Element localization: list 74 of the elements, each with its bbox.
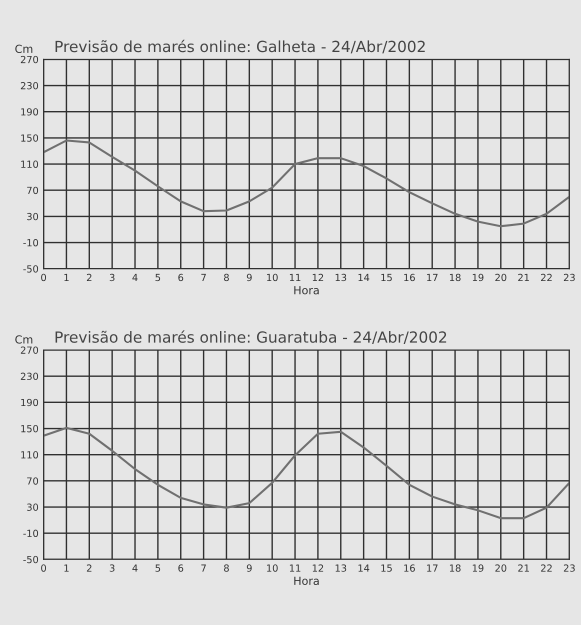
x-tick-label: 11: [290, 274, 300, 281]
x-tick-label: 9: [246, 274, 252, 282]
line-series: [44, 139, 570, 228]
x-tick-label: 3: [110, 274, 114, 282]
y-tick-label: 190: [21, 108, 38, 116]
y-tick-label: 150: [21, 134, 38, 142]
x-tick-label: 6: [178, 564, 184, 572]
x-tick-label: 7: [201, 274, 206, 281]
x-tick-label: 1: [64, 274, 69, 281]
x-tick-label: 6: [178, 274, 184, 282]
x-axis-title: Hora: [294, 576, 319, 586]
x-tick-label: 15: [381, 564, 392, 572]
x-tick-label: 4: [132, 564, 138, 572]
x-tick-label: 2: [86, 274, 92, 281]
x-tick-label: 16: [404, 274, 415, 282]
x-tick-label: 7: [201, 564, 206, 572]
x-tick-label: 16: [404, 564, 415, 572]
x-tick-label: 19: [472, 274, 484, 282]
x-tick-label: 1: [64, 564, 69, 572]
y-tick-label: 30: [27, 212, 38, 220]
x-tick-label: 10: [267, 564, 278, 572]
x-tick-label: 17: [427, 274, 438, 281]
x-tick-label: 12: [312, 564, 324, 572]
x-tick-label: 18: [450, 564, 461, 572]
x-tick-label: 12: [312, 274, 324, 281]
y-tick-label: 230: [20, 82, 38, 90]
y-tick-label: 150: [21, 424, 38, 432]
y-tick-label: 270: [20, 346, 38, 354]
x-tick-label: 20: [495, 274, 506, 282]
x-tick-label: 23: [564, 274, 575, 282]
chart-title: Previsão de marés online: Galheta - 24/Abr/2002: [56, 40, 425, 54]
x-tick-label: 19: [472, 564, 484, 572]
x-tick-label: 22: [541, 274, 552, 281]
x-tick-label: 20: [495, 564, 506, 572]
y-tick-label: 70: [27, 186, 38, 194]
x-tick-label: 10: [267, 274, 278, 282]
y-tick-label: 270: [20, 56, 38, 64]
x-tick-label: 13: [336, 274, 346, 282]
x-tick-label: 3: [110, 564, 114, 572]
x-tick-label: 13: [336, 564, 346, 572]
x-tick-label: 5: [156, 274, 160, 282]
y-tick-label: 110: [21, 451, 38, 459]
y-tick-label: 30: [27, 504, 38, 511]
x-tick-label: 14: [358, 274, 370, 281]
y-tick-label: 110: [21, 160, 38, 168]
x-tick-label: 8: [224, 274, 229, 282]
x-tick-label: 14: [358, 564, 370, 572]
y-axis-title: Cm: [15, 44, 32, 54]
x-tick-label: 17: [427, 564, 438, 572]
line-series: [44, 426, 570, 520]
x-tick-label: 8: [224, 564, 229, 572]
x-tick-label: 21: [518, 564, 529, 572]
x-tick-label: 4: [132, 274, 138, 281]
x-tick-label: 23: [564, 564, 575, 572]
x-tick-label: 21: [518, 274, 529, 281]
y-tick-label: 190: [21, 398, 38, 406]
x-tick-label: 2: [86, 564, 92, 572]
x-tick-label: 18: [450, 274, 461, 282]
y-tick-label: -10: [23, 239, 38, 246]
y-tick-label: -50: [23, 265, 38, 273]
x-tick-label: 0: [41, 274, 46, 282]
y-tick-label: 70: [27, 477, 38, 485]
x-tick-label: 9: [246, 564, 252, 572]
x-axis-title: Hora: [294, 286, 319, 294]
x-tick-label: 0: [41, 564, 46, 572]
x-tick-label: 5: [156, 564, 160, 572]
x-tick-label: 22: [541, 564, 552, 572]
chart-title: Previsão de marés online: Guaratuba - 24/Abr/2002: [56, 330, 446, 344]
y-axis-title: Cm: [15, 335, 32, 344]
y-tick-label: 230: [20, 372, 38, 380]
y-tick-label: -10: [23, 530, 38, 538]
x-tick-label: 11: [290, 564, 300, 572]
x-tick-label: 15: [381, 274, 392, 282]
y-tick-label: -50: [23, 556, 38, 564]
